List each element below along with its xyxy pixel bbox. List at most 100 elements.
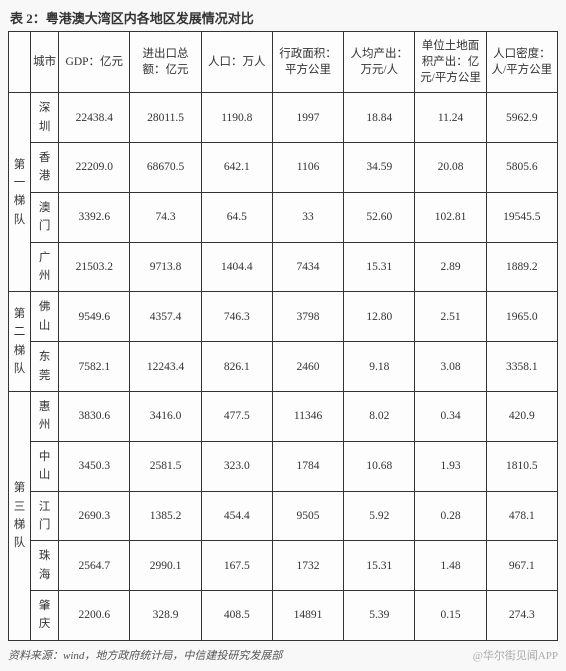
cell-density: 478.1	[486, 491, 557, 541]
col-density: 人口密度：人/平方公里	[486, 32, 557, 93]
col-pop: 人口：万人	[201, 32, 272, 93]
col-tier	[9, 32, 31, 93]
cell-area: 3798	[272, 292, 343, 342]
cell-gdp_pa: 0.28	[415, 491, 486, 541]
cell-gdp_pc: 34.59	[344, 143, 415, 193]
cell-gdp: 2564.7	[59, 541, 130, 591]
cell-pop: 167.5	[201, 541, 272, 591]
city-cell: 东莞	[31, 342, 59, 392]
cell-density: 5805.6	[486, 143, 557, 193]
cell-pop: 477.5	[201, 391, 272, 441]
cell-density: 274.3	[486, 591, 557, 641]
cell-pop: 454.4	[201, 491, 272, 541]
table-row: 肇庆2200.6328.9408.5148915.390.15274.3	[9, 591, 558, 641]
cell-gdp: 21503.2	[59, 242, 130, 292]
header-row: 城市 GDP：亿元 进出口总额：亿元 人口：万人 行政面积：平方公里 人均产出：…	[9, 32, 558, 93]
city-cell: 香港	[31, 143, 59, 193]
table-row: 珠海2564.72990.1167.5173215.311.48967.1	[9, 541, 558, 591]
cell-density: 3358.1	[486, 342, 557, 392]
cell-gdp_pc: 10.68	[344, 441, 415, 491]
col-area: 行政面积：平方公里	[272, 32, 343, 93]
cell-trade: 74.3	[130, 192, 201, 242]
cell-trade: 9713.8	[130, 242, 201, 292]
city-cell: 珠海	[31, 541, 59, 591]
cell-pop: 1190.8	[201, 93, 272, 143]
cell-pop: 826.1	[201, 342, 272, 392]
col-city: 城市	[31, 32, 59, 93]
cell-gdp_pc: 5.92	[344, 491, 415, 541]
cell-trade: 12243.4	[130, 342, 201, 392]
cell-pop: 746.3	[201, 292, 272, 342]
city-cell: 中山	[31, 441, 59, 491]
watermark: @华尔街见闻APP	[473, 647, 558, 663]
cell-density: 19545.5	[486, 192, 557, 242]
col-gdp-pc: 人均产出：万元/人	[344, 32, 415, 93]
cell-pop: 642.1	[201, 143, 272, 193]
source-label: 资料来源：wind，地方政府统计局，中信建投研究发展部	[8, 647, 282, 663]
cell-area: 33	[272, 192, 343, 242]
cell-gdp_pa: 11.24	[415, 93, 486, 143]
col-gdp: GDP：亿元	[59, 32, 130, 93]
cell-trade: 1385.2	[130, 491, 201, 541]
cell-gdp_pa: 0.15	[415, 591, 486, 641]
cell-gdp: 3392.6	[59, 192, 130, 242]
cell-gdp: 22209.0	[59, 143, 130, 193]
cell-gdp_pc: 15.31	[344, 541, 415, 591]
col-trade: 进出口总额：亿元	[130, 32, 201, 93]
cell-gdp: 22438.4	[59, 93, 130, 143]
city-cell: 江门	[31, 491, 59, 541]
cell-gdp_pc: 5.39	[344, 591, 415, 641]
cell-density: 420.9	[486, 391, 557, 441]
cell-area: 14891	[272, 591, 343, 641]
cell-trade: 3416.0	[130, 391, 201, 441]
cell-area: 1997	[272, 93, 343, 143]
cell-area: 1732	[272, 541, 343, 591]
cell-gdp_pa: 2.89	[415, 242, 486, 292]
comparison-table: 城市 GDP：亿元 进出口总额：亿元 人口：万人 行政面积：平方公里 人均产出：…	[8, 31, 558, 641]
cell-area: 1784	[272, 441, 343, 491]
cell-gdp_pc: 12.80	[344, 292, 415, 342]
cell-area: 11346	[272, 391, 343, 441]
city-cell: 佛山	[31, 292, 59, 342]
tier-label: 第二梯队	[9, 292, 31, 392]
table-row: 江门2690.31385.2454.495055.920.28478.1	[9, 491, 558, 541]
cell-trade: 28011.5	[130, 93, 201, 143]
city-cell: 深圳	[31, 93, 59, 143]
table-row: 中山3450.32581.5323.0178410.681.931810.5	[9, 441, 558, 491]
col-gdp-pa: 单位土地面积产出：亿元/平方公里	[415, 32, 486, 93]
cell-area: 7434	[272, 242, 343, 292]
cell-gdp_pc: 18.84	[344, 93, 415, 143]
cell-gdp_pa: 2.51	[415, 292, 486, 342]
cell-density: 1889.2	[486, 242, 557, 292]
cell-density: 967.1	[486, 541, 557, 591]
table-row: 第一梯队深圳22438.428011.51190.8199718.8411.24…	[9, 93, 558, 143]
cell-density: 5962.9	[486, 93, 557, 143]
cell-gdp: 2200.6	[59, 591, 130, 641]
city-cell: 肇庆	[31, 591, 59, 641]
tier-label: 第一梯队	[9, 93, 31, 292]
cell-trade: 2581.5	[130, 441, 201, 491]
city-cell: 广州	[31, 242, 59, 292]
cell-gdp: 3830.6	[59, 391, 130, 441]
cell-area: 9505	[272, 491, 343, 541]
table-row: 澳门3392.674.364.53352.60102.8119545.5	[9, 192, 558, 242]
city-cell: 惠州	[31, 391, 59, 441]
cell-density: 1965.0	[486, 292, 557, 342]
cell-trade: 328.9	[130, 591, 201, 641]
cell-gdp_pa: 3.08	[415, 342, 486, 392]
table-row: 第二梯队佛山9549.64357.4746.3379812.802.511965…	[9, 292, 558, 342]
table-row: 香港22209.068670.5642.1110634.5920.085805.…	[9, 143, 558, 193]
cell-gdp_pc: 8.02	[344, 391, 415, 441]
cell-gdp_pc: 9.18	[344, 342, 415, 392]
cell-gdp: 2690.3	[59, 491, 130, 541]
table-caption: 表 2：粤港澳大湾区内各地区发展情况对比	[8, 8, 558, 27]
cell-gdp_pa: 1.93	[415, 441, 486, 491]
cell-pop: 408.5	[201, 591, 272, 641]
cell-gdp: 3450.3	[59, 441, 130, 491]
cell-gdp_pc: 52.60	[344, 192, 415, 242]
cell-pop: 64.5	[201, 192, 272, 242]
cell-trade: 4357.4	[130, 292, 201, 342]
cell-gdp_pa: 20.08	[415, 143, 486, 193]
cell-pop: 1404.4	[201, 242, 272, 292]
cell-gdp: 9549.6	[59, 292, 130, 342]
